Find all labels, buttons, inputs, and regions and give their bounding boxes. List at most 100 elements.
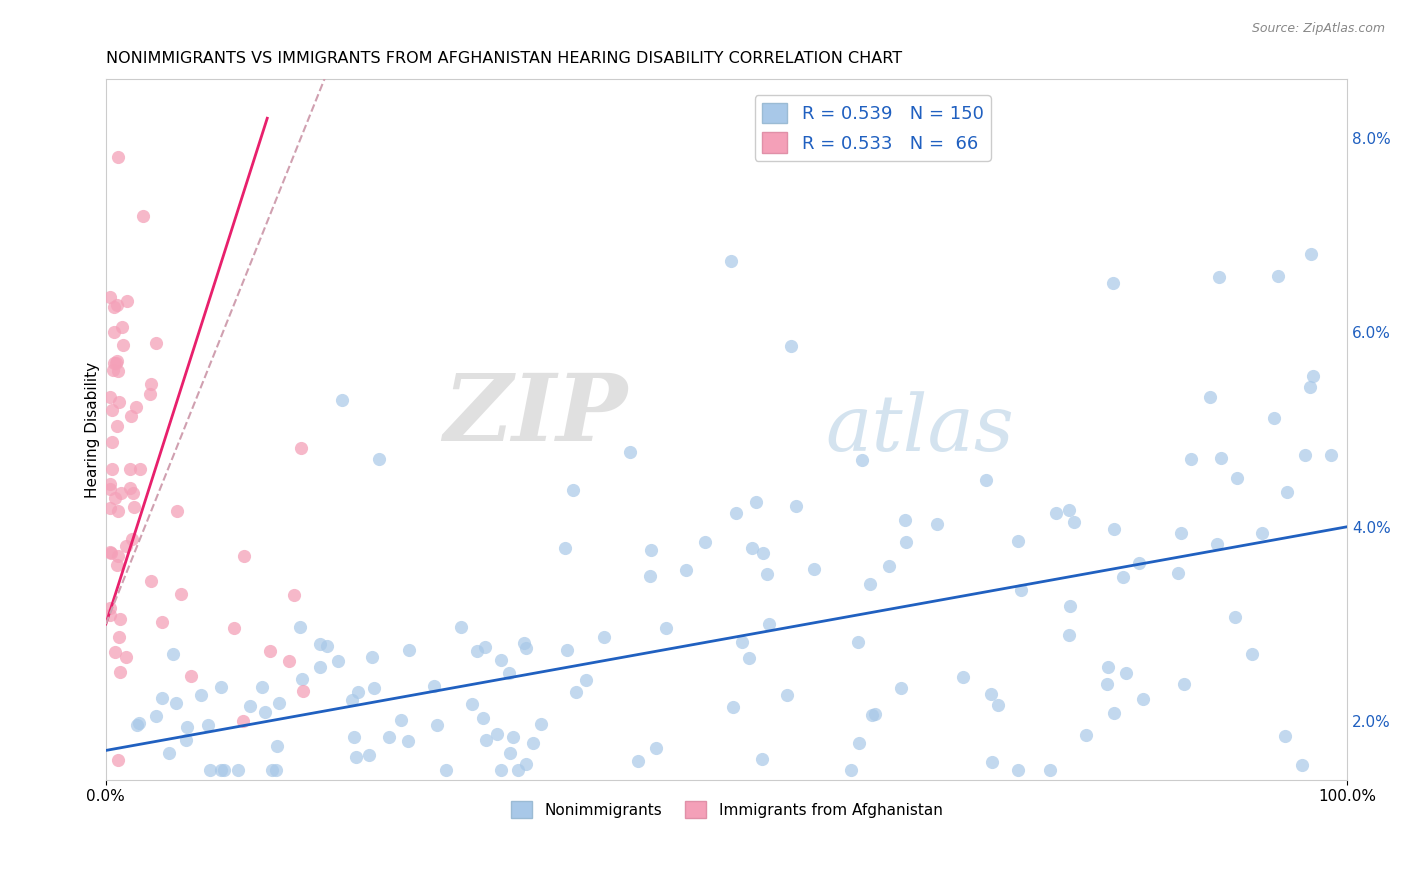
- Point: [253, 705, 276, 719]
- Point: [174, 732, 197, 747]
- Point: [291, 672, 314, 686]
- Point: [139, 574, 162, 589]
- Point: [1132, 691, 1154, 706]
- Point: [101, 403, 124, 417]
- Point: [1007, 763, 1029, 777]
- Point: [894, 513, 917, 527]
- Point: [1291, 757, 1313, 772]
- Point: [877, 558, 900, 573]
- Point: [340, 693, 363, 707]
- Point: [98, 482, 121, 496]
- Point: [513, 636, 536, 650]
- Text: atlas: atlas: [825, 392, 1015, 467]
- Point: [139, 386, 162, 401]
- Point: [491, 653, 513, 667]
- Point: [170, 586, 193, 600]
- Point: [1199, 390, 1222, 404]
- Point: [105, 298, 128, 312]
- Point: [363, 681, 385, 695]
- Point: [214, 763, 236, 777]
- Point: [110, 665, 132, 679]
- Point: [1302, 368, 1324, 383]
- Point: [554, 541, 576, 556]
- Point: [502, 730, 524, 744]
- Point: [198, 763, 221, 777]
- Point: [176, 720, 198, 734]
- Point: [1097, 660, 1119, 674]
- Point: [485, 726, 508, 740]
- Point: [890, 681, 912, 696]
- Point: [190, 689, 212, 703]
- Point: [565, 685, 588, 699]
- Point: [150, 615, 173, 629]
- Point: [1241, 648, 1264, 662]
- Point: [98, 608, 121, 623]
- Point: [627, 754, 650, 768]
- Point: [1010, 582, 1032, 597]
- Point: [100, 545, 122, 559]
- Point: [1205, 537, 1227, 551]
- Point: [645, 740, 668, 755]
- Point: [107, 549, 129, 563]
- Point: [851, 453, 873, 467]
- Point: [165, 696, 187, 710]
- Point: [780, 339, 803, 353]
- Point: [98, 545, 121, 559]
- Text: Source: ZipAtlas.com: Source: ZipAtlas.com: [1251, 22, 1385, 36]
- Point: [330, 393, 353, 408]
- Text: ZIP: ZIP: [443, 370, 627, 460]
- Text: NONIMMIGRANTS VS IMMIGRANTS FROM AFGHANISTAN HEARING DISABILITY CORRELATION CHAR: NONIMMIGRANTS VS IMMIGRANTS FROM AFGHANI…: [105, 51, 903, 66]
- Point: [731, 634, 754, 648]
- Point: [264, 763, 287, 777]
- Point: [1274, 729, 1296, 743]
- Point: [283, 588, 305, 602]
- Point: [426, 717, 449, 731]
- Point: [472, 710, 495, 724]
- Point: [752, 546, 775, 560]
- Point: [111, 320, 134, 334]
- Point: [98, 390, 121, 404]
- Point: [118, 462, 141, 476]
- Point: [741, 541, 763, 555]
- Point: [107, 504, 129, 518]
- Point: [103, 325, 125, 339]
- Point: [98, 476, 121, 491]
- Point: [98, 290, 121, 304]
- Point: [277, 654, 299, 668]
- Point: [1063, 516, 1085, 530]
- Point: [1112, 570, 1135, 584]
- Point: [232, 714, 254, 729]
- Point: [128, 462, 150, 476]
- Point: [122, 500, 145, 514]
- Point: [1102, 522, 1125, 536]
- Point: [1057, 503, 1080, 517]
- Point: [522, 736, 544, 750]
- Point: [974, 473, 997, 487]
- Point: [197, 717, 219, 731]
- Point: [127, 718, 149, 732]
- Point: [250, 681, 273, 695]
- Point: [863, 707, 886, 722]
- Point: [721, 700, 744, 714]
- Point: [461, 697, 484, 711]
- Point: [233, 549, 256, 564]
- Point: [238, 699, 260, 714]
- Point: [475, 733, 498, 747]
- Point: [1277, 485, 1299, 500]
- Point: [378, 730, 401, 744]
- Point: [592, 630, 614, 644]
- Point: [290, 441, 312, 455]
- Point: [465, 644, 488, 658]
- Point: [1208, 270, 1230, 285]
- Point: [1115, 666, 1137, 681]
- Point: [803, 562, 825, 576]
- Point: [98, 601, 121, 615]
- Point: [981, 755, 1004, 769]
- Point: [162, 647, 184, 661]
- Point: [309, 637, 332, 651]
- Point: [110, 485, 132, 500]
- Legend: Nonimmigrants, Immigrants from Afghanistan: Nonimmigrants, Immigrants from Afghanist…: [505, 795, 949, 824]
- Point: [118, 481, 141, 495]
- Point: [389, 713, 412, 727]
- Point: [1059, 599, 1081, 613]
